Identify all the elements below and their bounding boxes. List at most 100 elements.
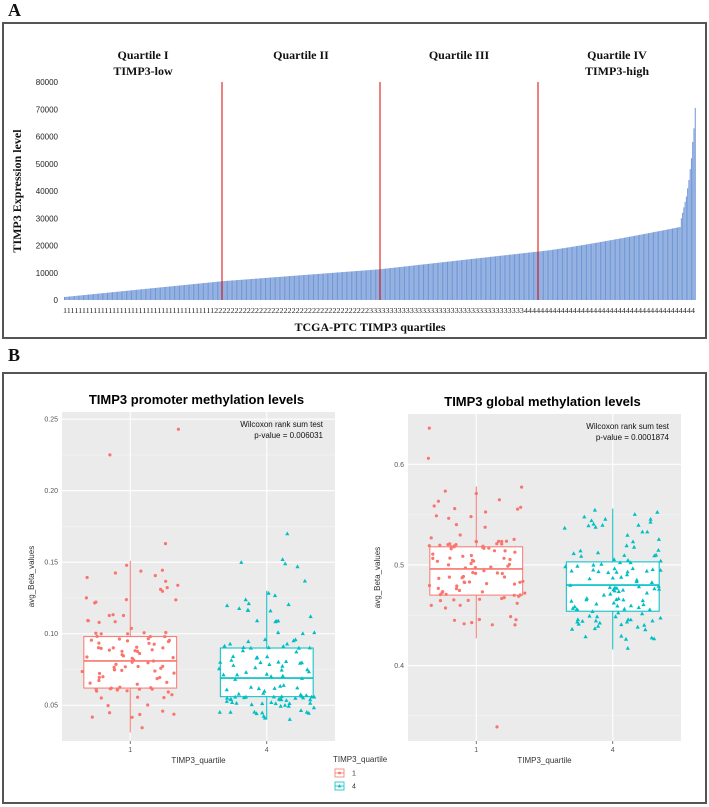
bar <box>296 275 298 300</box>
bar <box>472 258 474 300</box>
bar <box>593 243 595 300</box>
y-tick-label: 0.4 <box>394 663 404 670</box>
bar <box>457 260 459 300</box>
data-point <box>89 638 93 642</box>
bar <box>395 267 397 300</box>
bar <box>147 288 149 300</box>
data-point <box>656 537 661 541</box>
data-point <box>625 569 630 574</box>
data-point <box>645 529 650 534</box>
bar <box>491 256 493 300</box>
data-point <box>453 507 457 511</box>
data-point <box>514 618 518 622</box>
bar <box>210 282 212 300</box>
bar <box>307 274 309 300</box>
bar <box>459 260 461 300</box>
data-point <box>271 694 276 699</box>
data-point <box>97 675 101 680</box>
data-point <box>477 617 481 622</box>
data-point <box>587 613 592 618</box>
bar <box>81 295 83 300</box>
bar <box>526 252 528 300</box>
x-tick-label: 4 <box>265 747 269 754</box>
bar <box>149 288 151 300</box>
data-point <box>254 711 259 716</box>
bar <box>678 227 680 300</box>
data-point <box>298 708 304 712</box>
bar <box>396 267 398 300</box>
bar <box>66 296 68 300</box>
data-point <box>165 680 169 684</box>
data-point <box>312 630 317 635</box>
data-point <box>99 632 103 636</box>
data-point <box>136 695 140 699</box>
data-point <box>279 697 284 702</box>
quartile-subtitle: TIMP3-low <box>113 64 173 78</box>
data-point <box>109 686 113 690</box>
bar <box>536 251 538 300</box>
bar <box>674 228 676 300</box>
data-point <box>80 669 84 674</box>
data-point <box>171 656 175 660</box>
data-point <box>454 543 458 547</box>
data-point <box>591 521 596 526</box>
data-point <box>99 646 103 650</box>
bar <box>616 239 618 300</box>
data-point <box>490 623 494 627</box>
bar <box>591 243 593 300</box>
data-point <box>241 645 246 649</box>
bar <box>357 270 359 300</box>
data-point <box>648 519 653 524</box>
data-point <box>520 485 524 489</box>
box-group <box>562 507 663 650</box>
data-point <box>440 591 444 595</box>
test-name-annotation: Wilcoxon rank sum test <box>240 420 323 429</box>
bar <box>175 285 177 300</box>
bar <box>359 270 361 300</box>
data-point <box>595 614 600 619</box>
bar <box>467 259 469 300</box>
bar <box>386 268 388 300</box>
data-point <box>263 637 268 642</box>
bar <box>543 250 545 300</box>
bar <box>258 278 260 300</box>
bar <box>161 287 163 300</box>
bar <box>219 281 221 300</box>
data-point <box>632 512 637 516</box>
data-point <box>429 536 433 540</box>
data-point <box>597 620 602 625</box>
data-point <box>452 598 456 602</box>
data-point <box>135 645 139 649</box>
data-point <box>647 607 652 612</box>
box-group <box>80 427 180 733</box>
data-point <box>164 579 168 583</box>
bar <box>240 279 242 300</box>
bar <box>192 284 194 300</box>
bar <box>404 266 406 300</box>
bar <box>311 274 313 300</box>
legend-item-label: 1 <box>352 771 356 778</box>
data-point <box>279 694 284 699</box>
data-point <box>579 554 584 558</box>
bar <box>625 237 627 300</box>
data-point <box>253 665 258 670</box>
bar <box>355 271 357 300</box>
bar <box>592 243 594 300</box>
bar <box>477 258 479 300</box>
bar <box>500 255 502 300</box>
data-point <box>121 613 126 618</box>
bar <box>248 279 250 300</box>
data-point <box>452 545 456 549</box>
data-point <box>266 645 271 650</box>
data-point <box>112 668 116 672</box>
bar <box>201 283 203 300</box>
data-point <box>587 576 592 581</box>
box-plot-panel: 0.05 0.10 0.15 0.20 0.25 1 4 TIMP3 promoter met… <box>27 392 335 765</box>
bar <box>465 259 467 300</box>
data-point <box>489 565 493 569</box>
data-point <box>495 542 499 546</box>
bar <box>64 297 66 300</box>
data-point <box>484 510 488 514</box>
data-point <box>224 699 229 703</box>
data-point <box>606 570 611 575</box>
